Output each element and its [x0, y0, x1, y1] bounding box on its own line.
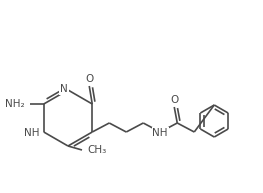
- Text: CH₃: CH₃: [87, 145, 106, 155]
- Text: O: O: [170, 95, 178, 105]
- Text: O: O: [85, 74, 93, 84]
- Text: N: N: [60, 84, 68, 94]
- Text: NH: NH: [153, 128, 168, 138]
- Text: NH: NH: [24, 128, 40, 138]
- Text: NH₂: NH₂: [5, 99, 25, 109]
